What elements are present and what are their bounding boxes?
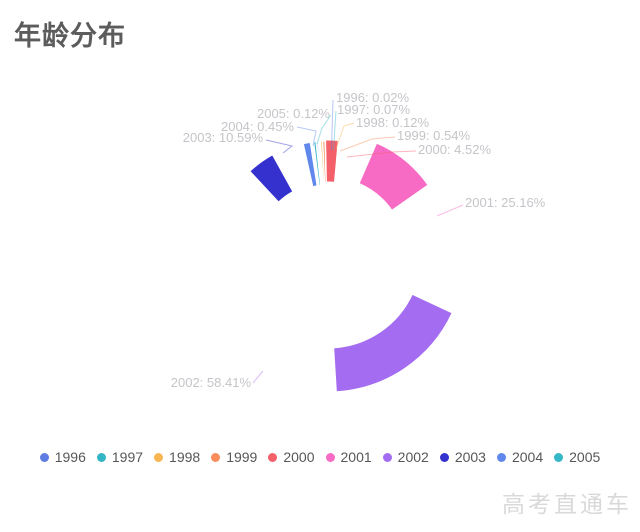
legend-label-1997: 1997 [111, 449, 144, 465]
legend-item-1997[interactable]: 1997 [96, 449, 144, 465]
legend-label-2004: 2004 [511, 449, 544, 465]
label-leader-2003 [265, 139, 294, 154]
legend-dot-2000 [268, 452, 278, 462]
legend-item-2002[interactable]: 2002 [382, 449, 429, 465]
label-leader-1997 [333, 110, 337, 151]
legend-item-1999[interactable]: 1999 [211, 449, 257, 465]
slice-label-1997: 1997: 0.07% [337, 102, 411, 117]
legend-item-2005[interactable]: 2005 [554, 449, 600, 465]
slice-label-1998: 1998: 0.12% [356, 115, 430, 130]
legend-dot-2004 [496, 452, 506, 462]
label-leader-2005 [316, 114, 332, 145]
legend: 1996 1997 1998 1999 2000 2001 2002 2003 … [0, 449, 640, 465]
label-leader-2001 [436, 204, 464, 217]
label-leader-2002 [252, 370, 264, 384]
legend-label-2001: 2001 [340, 449, 372, 465]
legend-item-2004[interactable]: 2004 [496, 449, 544, 465]
pie-sector-2004[interactable] [302, 141, 318, 188]
legend-label-1998: 1998 [169, 449, 201, 465]
legend-label-1996: 1996 [54, 449, 86, 465]
pie-sector-1996[interactable] [316, 141, 323, 186]
slice-label-2005: 2005: 0.12% [256, 106, 330, 121]
legend-item-2000[interactable]: 2000 [268, 449, 315, 465]
slice-label-2004: 2004: 0.45% [220, 119, 294, 134]
legend-dot-1996 [39, 452, 49, 462]
pie-sector-2001[interactable] [358, 142, 429, 211]
legend-dot-1997 [96, 452, 106, 462]
pie-sector-1998[interactable] [320, 140, 325, 185]
label-leader-2000 [346, 150, 417, 158]
legend-label-2000: 2000 [283, 449, 315, 465]
legend-dot-2005 [554, 452, 564, 462]
slice-label-1996: 1996: 0.02% [336, 90, 410, 105]
slice-label-2002: 2002: 58.41% [170, 375, 251, 390]
legend-label-1999: 1999 [226, 449, 258, 465]
pie-sector-2000[interactable] [325, 139, 339, 183]
legend-dot-1998 [154, 452, 164, 462]
pie-sector-2003[interactable] [249, 154, 294, 203]
pie-sector-1997[interactable] [318, 141, 324, 186]
label-leader-1999 [339, 136, 396, 152]
slice-label-2001: 2001: 25.16% [465, 195, 546, 210]
legend-dot-1999 [211, 452, 221, 462]
legend-label-2002: 2002 [397, 449, 429, 465]
pie-sector-2002[interactable] [333, 293, 453, 393]
slice-label-1999: 1999: 0.54% [397, 128, 471, 143]
legend-dot-2001 [325, 452, 335, 462]
pie-sector-2005[interactable] [313, 141, 322, 187]
legend-item-2001[interactable]: 2001 [325, 449, 372, 465]
legend-item-2003[interactable]: 2003 [439, 449, 486, 465]
watermark: 高考直通车 [502, 491, 632, 517]
slice-label-2000: 2000: 4.52% [418, 142, 492, 157]
legend-label-2005: 2005 [569, 449, 601, 465]
label-leader-2004 [296, 126, 317, 147]
label-leader-1996 [331, 99, 334, 151]
chart-title: 年龄分布 [14, 21, 126, 51]
legend-item-1996[interactable]: 1996 [39, 449, 86, 465]
slice-label-2003: 2003: 10.59% [182, 130, 263, 145]
legend-dot-2002 [382, 452, 392, 462]
label-leader-1998 [335, 122, 355, 150]
legend-dot-2003 [439, 452, 449, 462]
legend-item-1998[interactable]: 1998 [154, 449, 200, 465]
pie-sector-1999[interactable] [322, 140, 327, 184]
legend-label-2003: 2003 [454, 449, 486, 465]
